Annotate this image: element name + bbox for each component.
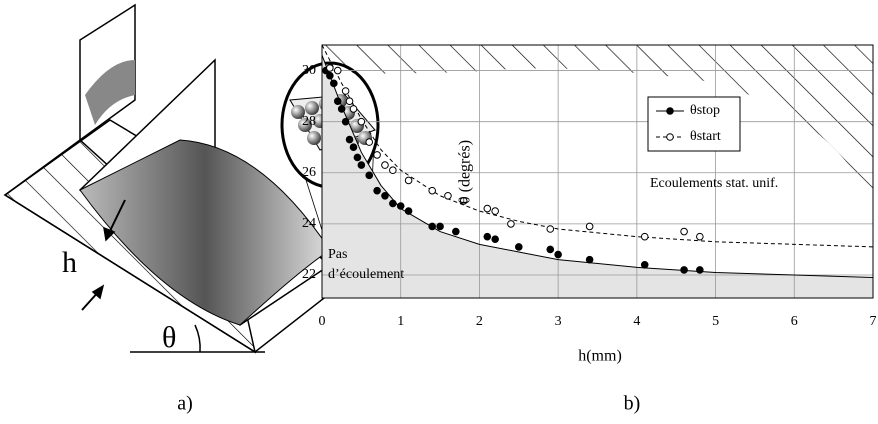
point bbox=[350, 106, 357, 113]
y-tick-label: 28 bbox=[302, 114, 316, 129]
point bbox=[342, 118, 349, 125]
point bbox=[346, 98, 353, 105]
y-tick-label: 22 bbox=[302, 267, 316, 282]
x-tick-label: 7 bbox=[870, 314, 877, 329]
point bbox=[555, 251, 562, 258]
point bbox=[334, 67, 341, 74]
x-tick-label: 4 bbox=[633, 314, 640, 329]
point bbox=[358, 118, 365, 125]
point bbox=[331, 80, 338, 87]
y-tick-label: 30 bbox=[302, 63, 316, 78]
point bbox=[338, 106, 345, 113]
point bbox=[681, 267, 688, 274]
legend-label: θstart bbox=[690, 129, 721, 144]
point bbox=[429, 223, 436, 230]
annotation: Ecoulements stat. unif. bbox=[650, 176, 778, 191]
point bbox=[382, 192, 389, 199]
point bbox=[681, 228, 688, 235]
point bbox=[641, 261, 648, 268]
h-label: h bbox=[62, 246, 77, 279]
x-tick-label: 2 bbox=[476, 314, 483, 329]
point bbox=[586, 223, 593, 230]
point bbox=[484, 205, 491, 212]
point bbox=[697, 267, 704, 274]
point bbox=[327, 72, 334, 79]
legend-label: θstop bbox=[690, 103, 720, 118]
point bbox=[429, 187, 436, 194]
point bbox=[445, 192, 452, 199]
point bbox=[586, 256, 593, 263]
point bbox=[350, 144, 357, 151]
x-tick-label: 0 bbox=[319, 314, 326, 329]
point bbox=[354, 154, 361, 161]
x-tick-label: 1 bbox=[397, 314, 404, 329]
y-axis-label: θ (degrés) bbox=[457, 140, 474, 204]
point bbox=[334, 98, 341, 105]
point bbox=[358, 162, 365, 169]
x-tick-label: 6 bbox=[791, 314, 798, 329]
point bbox=[374, 152, 381, 159]
point bbox=[390, 200, 397, 207]
point bbox=[508, 221, 515, 228]
point bbox=[547, 246, 554, 253]
y-tick-label: 24 bbox=[302, 216, 316, 231]
caption-b: b) bbox=[624, 393, 641, 415]
point bbox=[484, 233, 491, 240]
point bbox=[437, 223, 444, 230]
hatched-region bbox=[322, 45, 873, 205]
legend-marker bbox=[667, 134, 674, 141]
point bbox=[366, 172, 373, 179]
x-tick-label: 5 bbox=[712, 314, 719, 329]
point bbox=[515, 244, 522, 251]
point bbox=[327, 65, 334, 72]
point bbox=[405, 208, 412, 215]
point bbox=[492, 208, 499, 215]
chart: 0 1 2 3 4 5 6 7 22 24 26 28 30 θstop θstart h(mm) θ (deg… bbox=[302, 45, 877, 415]
figure: h θ a) 0 1 2 3 4 5 6 7 22 24 26 28 30 θstop θstart h(mm… bbox=[0, 0, 878, 419]
caption-a: a) bbox=[177, 393, 193, 415]
point bbox=[346, 136, 353, 143]
theta-label: θ bbox=[162, 321, 176, 354]
point bbox=[492, 236, 499, 243]
point bbox=[390, 167, 397, 174]
x-axis-label: h(mm) bbox=[578, 348, 622, 365]
point bbox=[374, 187, 381, 194]
point bbox=[697, 233, 704, 240]
x-tick-label: 3 bbox=[555, 314, 562, 329]
annotation: Pas bbox=[328, 247, 347, 262]
point bbox=[397, 203, 404, 210]
annotation: d’écoulement bbox=[328, 267, 404, 282]
legend-marker bbox=[667, 108, 674, 115]
point bbox=[641, 233, 648, 240]
point bbox=[405, 177, 412, 184]
y-tick-label: 26 bbox=[302, 165, 316, 180]
point bbox=[342, 88, 349, 95]
point bbox=[547, 226, 554, 233]
point bbox=[366, 139, 373, 146]
point bbox=[453, 228, 460, 235]
point bbox=[382, 162, 389, 169]
